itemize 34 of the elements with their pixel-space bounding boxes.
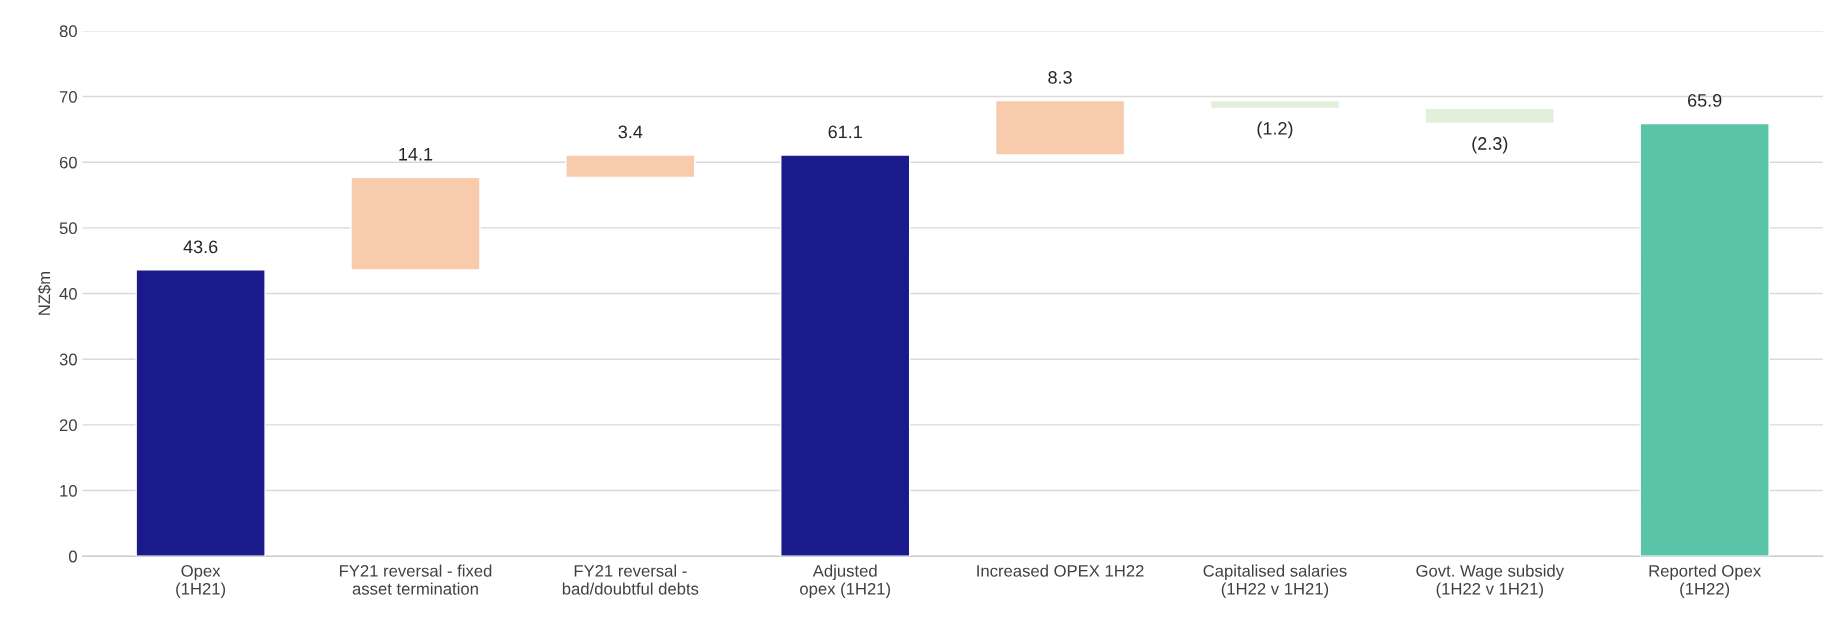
- bar: [994, 99, 1126, 156]
- x-tick-label: Capitalised salaries (1H22 v 1H21): [1203, 564, 1347, 599]
- bar: [1209, 99, 1341, 110]
- data-label: 65.9: [1688, 94, 1722, 107]
- data-label: 61.1: [828, 125, 862, 139]
- y-tick-label: 80: [59, 25, 77, 38]
- y-tick-label: 0: [68, 550, 77, 563]
- y-tick-label: 50: [59, 222, 77, 235]
- bar: [565, 154, 696, 179]
- y-tick-label: 40: [59, 287, 77, 300]
- y-tick-label: 20: [59, 419, 77, 432]
- y-tick-label: 60: [59, 156, 77, 169]
- x-tick-label: Adjusted opex (1H21): [800, 564, 891, 599]
- x-tick-label: FY21 reversal - fixed asset termination: [339, 564, 492, 595]
- x-tick-label: FY21 reversal - bad/doubtful debts: [562, 564, 699, 595]
- y-tick-label: 70: [59, 90, 77, 103]
- data-label: 43.6: [183, 240, 218, 254]
- bar: [135, 269, 266, 557]
- y-tick-label: 30: [59, 353, 77, 366]
- bar: [350, 176, 481, 271]
- x-tick-label: Opex (1H21): [176, 564, 226, 599]
- data-label: (2.3): [1472, 136, 1508, 154]
- data-label: 14.1: [399, 148, 433, 161]
- bar: [1424, 107, 1555, 125]
- x-tick-label: Govt. Wage subsidy (1H22 v 1H21): [1416, 564, 1565, 599]
- data-label: (1.2): [1257, 121, 1293, 139]
- data-label: 8.3: [1048, 71, 1072, 84]
- y-tick-label: 10: [60, 484, 77, 497]
- x-tick-label: Increased OPEX 1H22: [977, 564, 1144, 577]
- bar: [1639, 122, 1770, 557]
- bar: [780, 154, 911, 557]
- data-label: 3.4: [618, 125, 643, 139]
- x-tick-label: Reported Opex (1H22): [1649, 564, 1761, 599]
- y-axis-title: NZ$m: [37, 271, 52, 315]
